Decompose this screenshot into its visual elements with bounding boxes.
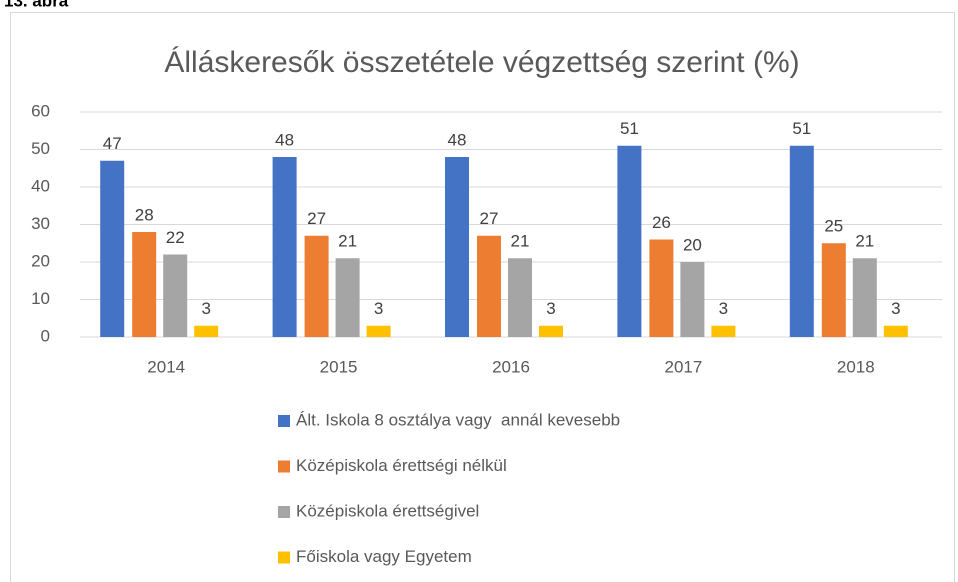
x-tick-label: 2017 [664,357,702,376]
data-label: 3 [546,299,555,318]
legend-swatch [278,460,290,473]
bar [711,325,736,337]
x-tick-label: 2015 [320,357,358,376]
y-tick-label: 30 [31,214,50,233]
bar [852,258,877,337]
bar [445,157,469,337]
bar [100,160,125,337]
data-label: 47 [103,134,122,153]
legend-label: Középiskola érettségivel [296,501,479,520]
legend-swatch [278,551,290,564]
data-label: 21 [511,232,530,251]
data-label: 3 [891,299,900,318]
legend-label: Főiskola vagy Egyetem [296,547,472,566]
data-label: 28 [135,205,154,224]
legend-label: Ált. Iskola 8 osztálya vagy annál kevese… [296,410,620,429]
bar [883,325,908,337]
y-tick-label: 40 [31,176,50,195]
bar [304,235,329,337]
bar [539,325,563,337]
data-label: 3 [719,299,728,318]
bar [508,258,532,337]
bar [617,145,642,337]
bar [132,232,157,337]
data-label: 48 [275,130,294,149]
x-tick-label: 2014 [147,357,185,376]
data-label: 21 [338,232,357,251]
data-label: 26 [652,213,671,232]
bar [680,262,705,337]
bar [649,239,674,337]
legend-swatch [278,506,290,518]
y-tick-label: 60 [31,101,50,120]
data-label: 22 [166,228,185,247]
data-label: 20 [683,235,702,254]
data-label: 3 [201,299,210,318]
bar [821,243,846,337]
y-tick-label: 20 [31,251,50,270]
x-tick-label: 2016 [492,357,530,376]
bar [477,235,501,337]
data-label: 3 [374,299,383,318]
data-label: 51 [620,119,639,138]
data-label: 27 [307,209,326,228]
legend-label: Középiskola érettségi nélkül [296,456,507,475]
legend-swatch [278,415,290,427]
y-tick-label: 0 [41,326,50,345]
data-label: 27 [480,209,499,228]
bar [789,145,814,337]
chart-title: Álláskeresők összetétele végzettség szer… [164,46,799,79]
data-label: 21 [855,232,874,251]
bar [194,325,219,337]
y-tick-label: 50 [31,139,50,158]
bar [163,254,188,337]
data-label: 25 [824,217,843,236]
bar [272,157,297,337]
y-tick-label: 10 [31,289,50,308]
data-label: 48 [448,130,467,149]
caption: 13. ábra [4,0,69,10]
x-tick-label: 2018 [837,357,875,376]
bar [366,325,391,337]
data-label: 51 [792,119,811,138]
bar [335,258,360,337]
